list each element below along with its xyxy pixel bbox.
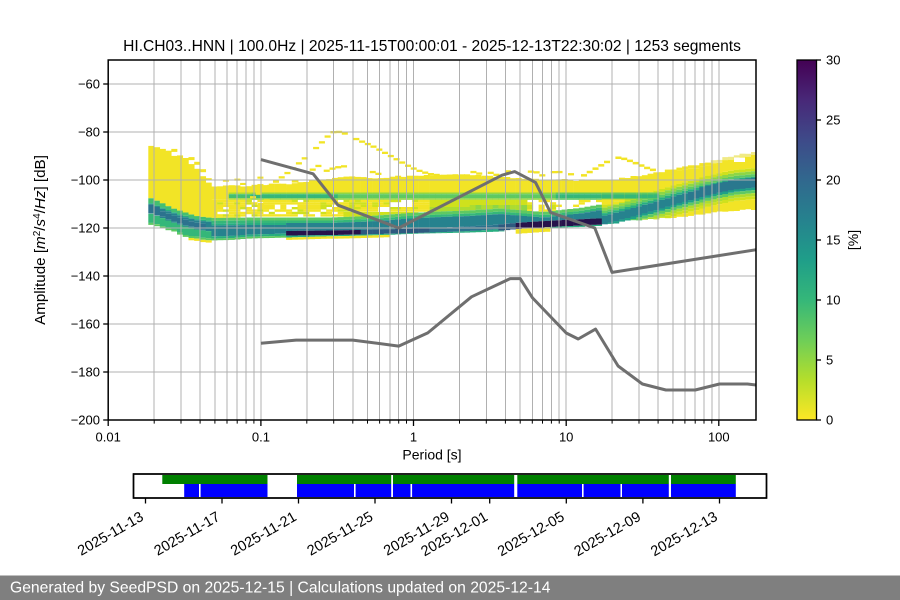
svg-text:Amplitude [m2/s4/Hz] [dB]: Amplitude [m2/s4/Hz] [dB] [32,155,49,325]
svg-text:0.01: 0.01 [96,430,121,445]
svg-text:Generated by SeedPSD on 2025-1: Generated by SeedPSD on 2025-12-15 | Cal… [10,580,551,597]
svg-text:0.1: 0.1 [252,430,270,445]
svg-text:−100: −100 [71,173,100,188]
svg-text:1: 1 [410,430,417,445]
svg-text:HI.CH03..HNN | 100.0Hz | 2025-: HI.CH03..HNN | 100.0Hz | 2025-11-15T00:0… [123,38,741,55]
svg-text:−120: −120 [71,221,100,236]
svg-text:−200: −200 [71,413,100,428]
svg-text:30: 30 [826,53,840,68]
svg-text:−160: −160 [71,317,100,332]
svg-text:5: 5 [826,353,833,368]
svg-text:−180: −180 [71,365,100,380]
svg-text:10: 10 [559,430,573,445]
svg-text:−60: −60 [78,77,100,92]
svg-text:10: 10 [826,293,840,308]
svg-text:15: 15 [826,233,840,248]
svg-text:25: 25 [826,113,840,128]
svg-text:0: 0 [826,413,833,428]
svg-text:20: 20 [826,173,840,188]
svg-text:−80: −80 [78,125,100,140]
svg-text:[%]: [%] [845,230,861,250]
svg-text:Period [s]: Period [s] [402,447,461,463]
svg-text:−140: −140 [71,269,100,284]
svg-text:100: 100 [708,430,730,445]
